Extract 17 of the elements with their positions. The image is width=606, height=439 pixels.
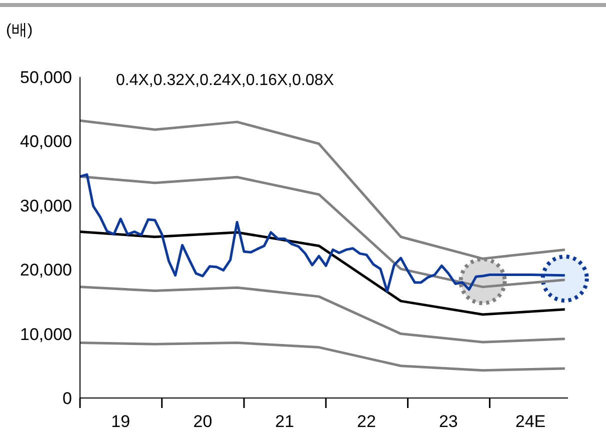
y-tick-label: 50,000	[20, 68, 72, 88]
line-series	[80, 342, 566, 372]
line-series	[80, 286, 566, 344]
y-tick-label: 20,000	[20, 260, 72, 280]
x-tick-label: 23	[438, 412, 458, 431]
x-tick-label: 21	[275, 412, 294, 431]
y-tick-label: 10,000	[20, 324, 72, 344]
y-tick-label: 0	[62, 389, 72, 408]
annotation: 0.4X,0.32X,0.24X,0.16X,0.08X	[116, 72, 334, 90]
line-series	[80, 119, 566, 260]
x-tick-label: 20	[193, 412, 212, 431]
y-axis-title: (배)	[6, 21, 33, 41]
x-tick-label: 19	[111, 412, 130, 431]
x-tick-label: 22	[357, 412, 376, 431]
y-tick-label: 40,000	[20, 132, 72, 152]
x-tick-label: 24E	[515, 412, 546, 431]
y-tick-label: 30,000	[20, 196, 72, 216]
